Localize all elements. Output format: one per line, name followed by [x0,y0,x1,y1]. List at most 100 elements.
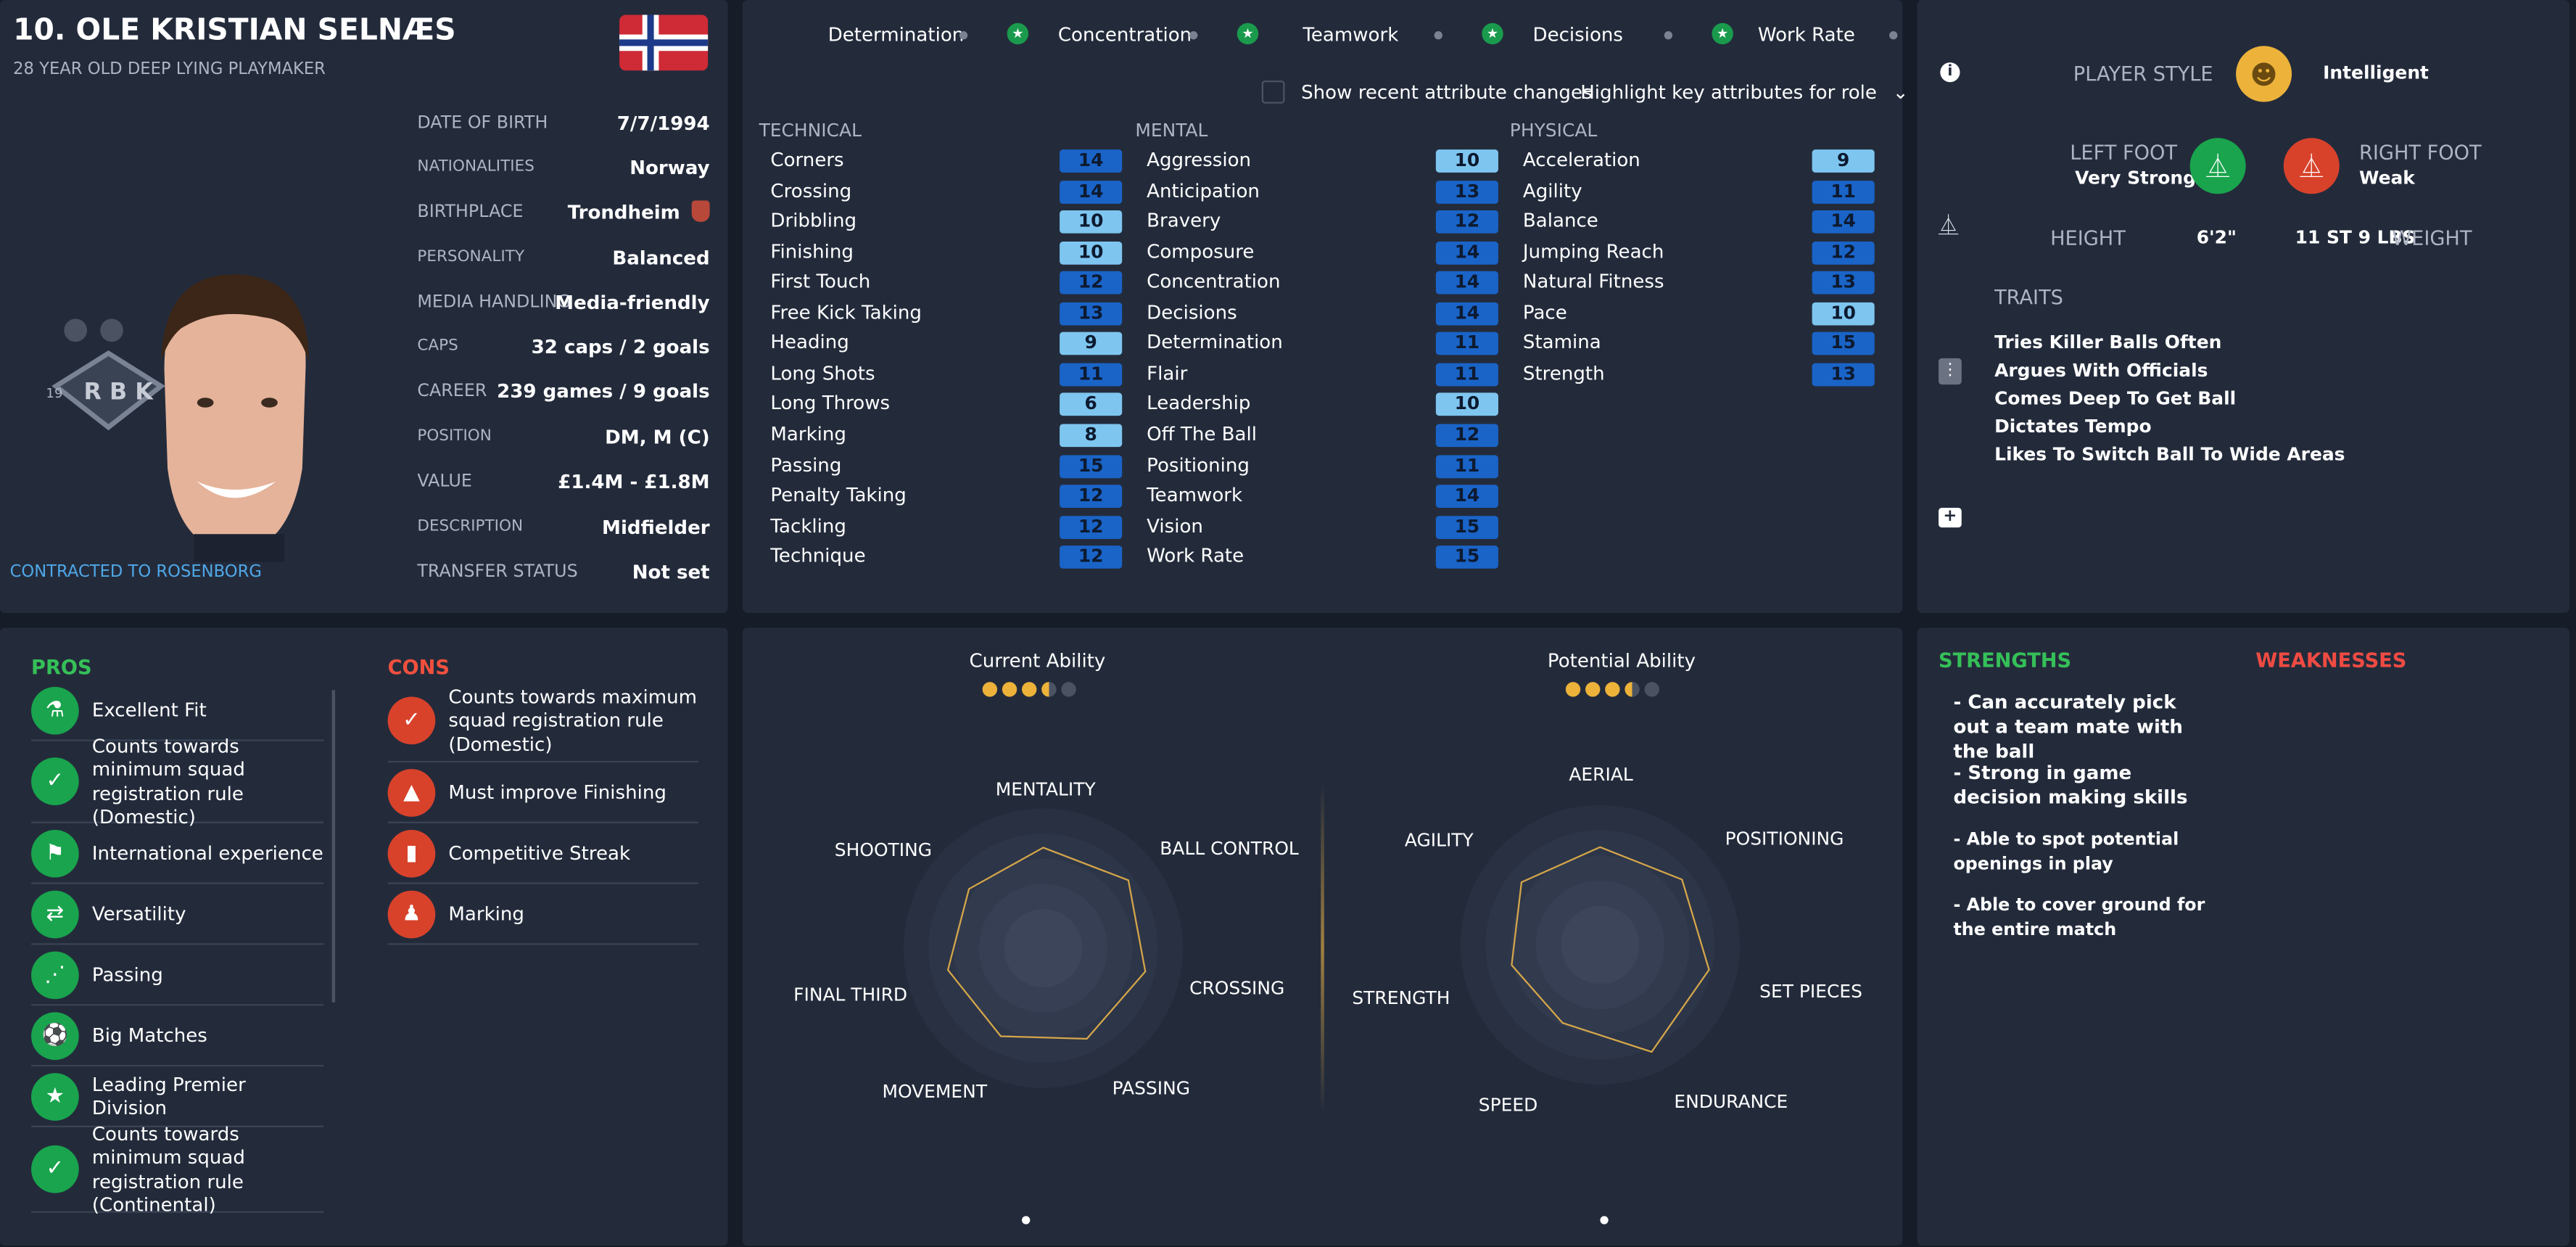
attribute-row[interactable]: Work Rate 15 [1147,543,1498,572]
separator-dot [1664,31,1673,40]
attribute-row[interactable]: Crossing 14 [770,177,1123,207]
attribute-row[interactable]: Penalty Taking 12 [770,482,1123,511]
attribute-row[interactable]: First Touch 12 [770,268,1123,298]
flask-icon: ⚗ [31,686,79,734]
radar-ring [1561,905,1640,984]
report-icon[interactable]: ⋮ [1939,358,1962,385]
attribute-row[interactable]: Heading 9 [770,329,1123,359]
radar-label: AERIAL [1569,764,1633,786]
attribute-row[interactable]: Teamwork 14 [1147,482,1498,511]
strengths-title: STRENGTHS [1939,649,2072,672]
attribute-row[interactable]: Passing 15 [770,451,1123,481]
attribute-row[interactable]: Finishing 10 [770,238,1123,268]
pros-title: PROS [31,655,92,679]
attribute-name: Anticipation [1147,178,1260,202]
ability-star-icon [1605,682,1620,697]
star-icon: ★ [1237,22,1259,45]
attribute-row[interactable]: Technique 12 [770,543,1123,572]
pros-cons-panel: PROS CONS ⚗ Excellent Fit ✓ Counts towards … [0,627,728,1246]
list-item[interactable]: ▲ Must improve Finishing [387,762,698,823]
attribute-row[interactable]: Long Throws 6 [770,390,1123,420]
attribute-row[interactable]: Determination 11 [1147,329,1498,359]
person-icon: ♟ [387,889,436,938]
highlight-dropdown[interactable]: Highlight key attributes for role ⌄ [1580,81,1908,104]
info-value: Midfielder [602,516,710,540]
attribute-row[interactable]: Long Shots 11 [770,360,1123,390]
attribute-row[interactable]: Corners 14 [770,147,1123,176]
attribute-row[interactable]: Jumping Reach 12 [1523,238,1875,268]
list-item[interactable]: ★ Leading Premier Division [31,1066,324,1127]
list-item[interactable]: ▮ Competitive Streak [387,823,698,884]
page-dot[interactable] [1600,1216,1609,1225]
boot-icon[interactable]: ⏅ [1939,213,1959,237]
attribute-value: 13 [1812,271,1875,295]
attribute-row[interactable]: Composure 14 [1147,238,1498,268]
club-badge-year: 19 [46,386,63,401]
attribute-row[interactable]: Dribbling 10 [770,207,1123,237]
list-item[interactable]: ✓ Counts towards minimum squad registrati… [31,733,324,828]
attribute-row[interactable]: Pace 10 [1523,299,1875,329]
flag-icon: ⚑ [31,828,79,877]
attribute-name: Balance [1522,208,1598,232]
info-value: 32 caps / 2 goals [531,335,710,358]
attribute-row[interactable]: Tackling 12 [770,512,1123,542]
attribute-row[interactable]: Decisions 14 [1147,299,1498,329]
show-changes-checkbox[interactable] [1261,80,1285,104]
list-item[interactable]: ⋰ Passing [31,945,324,1006]
attribute-row[interactable]: Positioning 11 [1147,451,1498,481]
physical-title: PHYSICAL [1509,120,1598,141]
page-dot[interactable] [1022,1216,1031,1225]
list-item[interactable]: ⚗ Excellent Fit [31,680,324,741]
list-item[interactable]: ♟ Marking [387,884,698,945]
info-label: NATIONALITIES [417,157,534,176]
medical-icon[interactable]: + [1939,507,1962,528]
attribute-row[interactable]: Leadership 10 [1147,390,1498,420]
pros-scrollbar[interactable] [331,690,336,1003]
attribute-row[interactable]: Concentration 14 [1147,268,1498,298]
attribute-row[interactable]: Anticipation 13 [1147,177,1498,207]
radar-label: PASSING [1112,1078,1191,1100]
attribute-row[interactable]: Vision 15 [1147,512,1498,542]
show-changes-label[interactable]: Show recent attribute changes [1301,80,1593,104]
list-item[interactable]: ⚽ Big Matches [31,1005,324,1067]
info-icon[interactable]: i [1940,62,1960,83]
attribute-row[interactable]: Bravery 12 [1147,207,1498,237]
attribute-row[interactable]: Flair 11 [1147,360,1498,390]
attribute-name: Crossing [770,178,852,202]
attribute-row[interactable]: Strength 13 [1523,360,1875,390]
attribute-row[interactable]: Free Kick Taking 13 [770,299,1123,329]
strength-item: - Can accurately pick out a team mate wi… [1953,690,2183,763]
right-foot-icon: ⏅ [2283,138,2340,194]
attribute-value: 6 [1060,393,1123,417]
height-label: HEIGHT [2050,226,2126,250]
attribute-row[interactable]: Balance 14 [1523,207,1875,237]
attribute-name: Determination [1147,330,1283,354]
attribute-name: Jumping Reach [1522,239,1664,263]
star-icon: ★ [1712,22,1733,45]
weight-label: WEIGHT [2392,226,2472,250]
attribute-row[interactable]: Agility 11 [1523,177,1875,207]
list-item[interactable]: ⚑ International experience [31,823,324,884]
strengths-panel: STRENGTHS WEAKNESSES - Can accurately pi… [1917,627,2569,1246]
ability-panel: Current Ability Potential Ability MENTAL… [742,627,1903,1246]
star-icon: ★ [1482,22,1503,45]
attribute-row[interactable]: Stamina 15 [1523,329,1875,359]
highlight-dropdown-label: Highlight key attributes for role [1580,80,1877,104]
attribute-row[interactable]: Acceleration 9 [1523,147,1875,176]
attribute-name: Penalty Taking [770,483,907,506]
list-item[interactable]: ✓ Counts towards maximum squad registrati… [387,680,698,763]
attribute-row[interactable]: Aggression 10 [1147,147,1498,176]
list-item[interactable]: ✓ Counts towards minimum squad registrati… [31,1122,324,1216]
registration-icon: ✓ [387,696,436,745]
attribute-row[interactable]: Off The Ball 12 [1147,421,1498,450]
contract-status[interactable]: CONTRACTED TO ROSENBORG [9,563,262,582]
radar-label: SPEED [1478,1094,1538,1116]
attribute-row[interactable]: Marking 8 [770,421,1123,450]
weight-value: 11 ST 9 LBS [2295,226,2416,249]
separator-dot [1434,31,1442,40]
attribute-name: Finishing [770,239,854,263]
list-item[interactable]: ⇄ Versatility [31,884,324,945]
left-foot-value: Very Strong [2075,168,2196,189]
attribute-row[interactable]: Natural Fitness 13 [1523,268,1875,298]
attribute-name: Stamina [1522,330,1601,354]
